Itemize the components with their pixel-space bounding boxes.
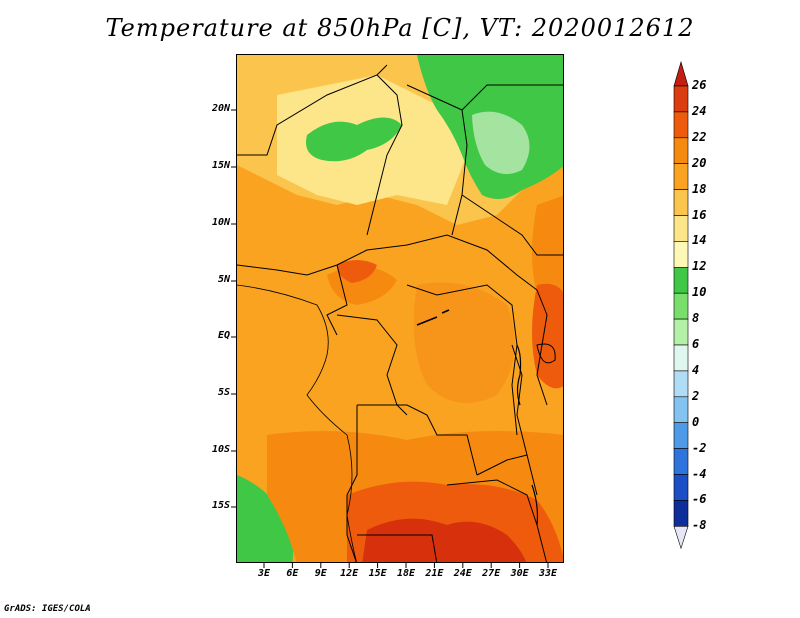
coastline-west [237,284,357,562]
lon-label: 30E [510,568,529,579]
border-angola-north [357,404,478,476]
colorbar-segment [673,370,689,398]
lat-label: EQ [217,330,230,341]
border-angola-west [346,405,358,562]
border-uganda [536,289,548,406]
lon-label: 27E [482,568,501,579]
colorbar-bottom-arrow [673,525,689,550]
lat-label: 5N [217,274,230,285]
colorbar-segment [673,292,689,320]
field-green-chad [306,117,402,162]
lon-label: 6E [286,568,299,579]
field-lightgreen-sudan [472,111,530,174]
border-chad-sudan [406,84,468,236]
colorbar-label: 10 [692,285,707,300]
colorbar-label: 0 [692,414,700,429]
colorbar-label: 22 [692,129,707,144]
field-green-angola [237,475,294,562]
temperature-map [236,54,564,563]
temperature-field [237,55,563,562]
lon-label: 15E [368,568,387,579]
field-cameroon-hot [337,260,377,283]
border-tanzania [476,454,538,496]
lat-label: 10S [211,444,230,455]
colorbar-label: 6 [692,337,700,351]
border-lake-region [511,344,528,456]
colorbar-label: -6 [692,492,707,507]
colorbar-segment [673,163,689,190]
border-egypt-sudan [461,84,563,111]
country-borders [237,64,563,562]
colorbar-segment [673,189,689,216]
colorbar-segment [673,318,689,346]
colorbar-segment [673,344,689,372]
lon-label: 3E [257,568,271,579]
colorbar-label: -4 [692,466,707,481]
field-patch-congo [413,282,515,403]
colorbar-segment [673,267,689,294]
field-east-hot [532,283,563,389]
colorbar-label: 18 [692,181,707,196]
chart-title: Temperature at 850hPa [C], VT: 202001261… [105,14,695,42]
river-congo [416,309,450,326]
border-zambia [446,479,548,562]
lon-label: 12E [340,568,359,579]
colorbar-label: -2 [692,440,707,455]
colorbar-segment [673,111,689,139]
colorbar-label: -8 [692,518,707,533]
border-namibia [357,534,438,562]
colorbar-segment [673,396,689,423]
border-sudan-south [461,194,563,256]
colorbar-segment [673,474,689,501]
lat-label: 10N [211,217,230,228]
colorbar-segment [673,137,689,165]
colorbar-segment [673,241,689,268]
colorbar-segment [673,448,689,475]
colorbar [673,60,689,550]
lon-label: 33E [538,568,558,579]
colorbar-label: 26 [692,78,707,92]
colorbar-label: 24 [692,103,707,118]
border-niger-north [237,64,388,156]
lon-label: 21E [425,568,444,579]
lat-label: 15S [211,500,230,511]
colorbar-segment [673,422,689,449]
colorbar-label: 14 [692,233,707,248]
border-congo [336,314,408,416]
colorbar-label: 16 [692,207,707,222]
grads-credit: GrADS: IGES/COLA [4,604,91,614]
lat-label: 20N [211,103,230,114]
colorbar-segment [673,85,689,113]
colorbar-segment [673,215,689,242]
colorbar-label: 4 [692,362,700,377]
lake-malawi [531,484,539,526]
lat-label: 15N [211,160,230,171]
border-drc-east [406,284,518,436]
lat-label: 5S [217,387,230,398]
lon-label: 9E [314,568,327,579]
border-chad-west [366,74,403,236]
lat-ticks [231,109,236,508]
colorbar-label: 2 [692,388,700,403]
colorbar-top-arrow [673,60,689,87]
lon-label: 18E [396,568,416,579]
lon-ticks [263,563,549,568]
lake-victoria [536,343,556,364]
colorbar-label: 8 [692,311,700,326]
border-car-south [237,234,538,291]
colorbar-label: 12 [692,259,707,274]
lake-tanganyika [516,344,522,406]
lon-label: 24E [453,568,472,579]
field-south-core [362,518,527,562]
colorbar-segment [673,500,689,527]
colorbar-label: 20 [692,155,707,170]
border-cameroon [326,264,348,336]
